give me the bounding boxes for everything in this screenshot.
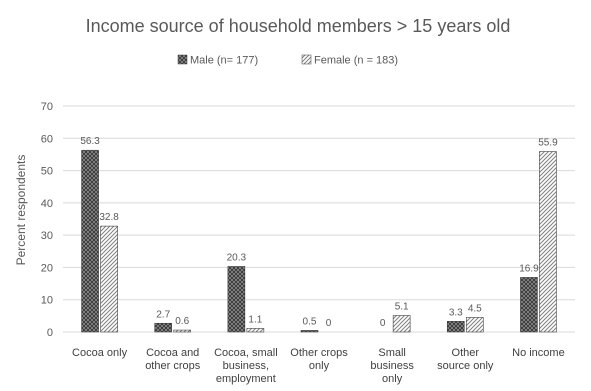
y-tick-label: 20: [41, 262, 53, 274]
data-label-female: 32.8: [99, 212, 119, 223]
y-tick-label: 10: [41, 295, 53, 307]
bar-male: [227, 266, 246, 333]
y-tick-label: 40: [41, 198, 53, 210]
category-label: Cocoa, small: [214, 347, 278, 359]
bar-female: [246, 328, 265, 333]
category-label: No income: [512, 347, 565, 359]
bar-female: [173, 329, 192, 333]
bar-female: [392, 315, 411, 333]
category-label: only: [309, 360, 330, 372]
data-labels: 56.3 32.8 2.7 0.6 20.3 1.1 0.5 0 0 5.1 3.3 4.5 16.9 5…: [80, 136, 558, 329]
category-label: Other crops: [290, 347, 348, 359]
data-label-male: 2.7: [156, 309, 170, 320]
data-label-male: 56.3: [80, 136, 100, 147]
bar-female: [465, 317, 484, 333]
y-axis-label: Percent respondents: [14, 155, 28, 266]
legend: Male (n= 177) Female (n = 183): [177, 54, 398, 67]
y-tick-label: 0: [47, 327, 53, 339]
gridlines: [63, 105, 575, 333]
bar-male: [446, 321, 465, 333]
data-label-male: 16.9: [519, 263, 539, 274]
category-label: employment: [216, 373, 276, 385]
y-tick-label: 60: [41, 133, 53, 145]
data-label-female: 4.5: [468, 303, 482, 314]
category-label: Cocoa only: [72, 347, 128, 359]
bar-male: [520, 277, 538, 333]
data-label-male: 3.3: [449, 307, 463, 318]
data-label-female: 0: [326, 318, 332, 329]
legend-swatch-male: [177, 54, 188, 65]
legend-swatch-female: [301, 54, 312, 65]
category-label: Other: [452, 347, 480, 359]
data-label-male: 20.3: [227, 252, 247, 263]
y-tick-label: 30: [41, 230, 53, 242]
category-label: business,: [223, 360, 269, 372]
legend-label-female: Female (n = 183): [314, 55, 398, 67]
category-label: business: [370, 360, 414, 372]
y-tick-label: 50: [41, 166, 53, 178]
data-label-female: 55.9: [538, 138, 558, 149]
legend-label-male: Male (n= 177): [190, 55, 258, 67]
category-label: Cocoa and: [146, 347, 199, 359]
bar-male: [154, 322, 173, 333]
chart-title: Income source of household members > 15 …: [86, 16, 511, 36]
data-label-male: 0.5: [303, 316, 317, 327]
bar-female: [100, 225, 118, 333]
category-label: Small: [378, 347, 406, 359]
bar-male: [81, 149, 99, 333]
data-label-female: 1.1: [248, 314, 262, 325]
bars: [81, 149, 557, 333]
bar-female: [539, 151, 557, 333]
category-label: only: [382, 373, 403, 385]
bar-male: [300, 330, 319, 333]
data-label-female: 0.6: [175, 316, 189, 327]
category-label: other crops: [145, 360, 201, 372]
category-label: source only: [437, 360, 494, 372]
data-label-male: 0: [380, 318, 386, 329]
y-tick-label: 70: [41, 101, 53, 113]
y-axis-ticks: 0 10 20 30 40 50 60 70: [41, 101, 53, 339]
data-label-female: 5.1: [395, 302, 409, 313]
